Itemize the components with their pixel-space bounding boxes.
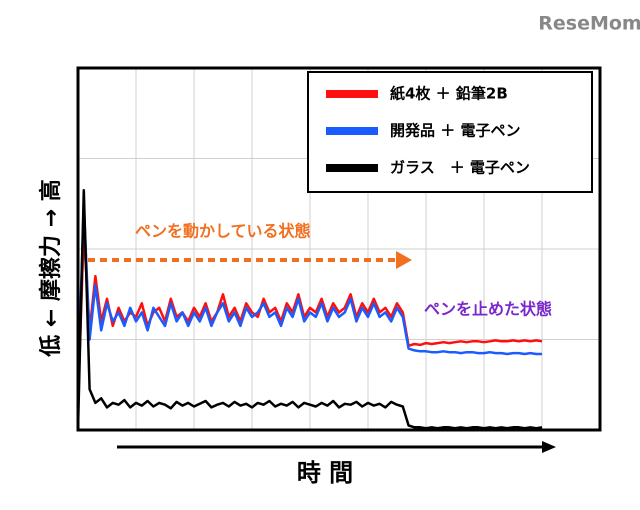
- series-line: [76, 202, 542, 385]
- legend-label: 開発品 ＋ 電子ペン: [390, 122, 520, 140]
- y-axis-label: 低 ← 摩擦力 → 高: [38, 179, 64, 358]
- x-axis-label: 時 間: [297, 459, 353, 487]
- legend-label: 紙4枚 ＋ 鉛筆2B: [390, 85, 508, 103]
- series-line: [76, 188, 543, 431]
- x-arrowhead: [542, 441, 556, 453]
- annotation: ペンを止めた状態: [424, 300, 552, 319]
- annotation: ペンを動かしている状態: [135, 222, 311, 241]
- legend-label: ガラス ＋ 電子ペン: [390, 159, 530, 177]
- plot-border: [76, 66, 602, 432]
- annotation-arrowhead: [396, 251, 412, 269]
- watermark: ReseMom: [538, 13, 640, 35]
